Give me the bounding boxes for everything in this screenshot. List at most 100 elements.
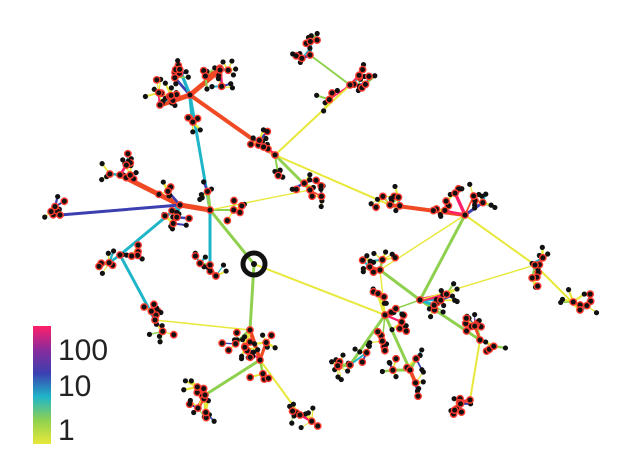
network-node bbox=[389, 251, 395, 257]
network-node bbox=[441, 206, 449, 215]
network-node bbox=[381, 311, 389, 319]
network-node bbox=[217, 82, 226, 91]
network-node bbox=[99, 161, 105, 167]
network-node bbox=[155, 190, 163, 199]
network-node bbox=[581, 291, 587, 297]
network-node bbox=[142, 93, 149, 100]
network-node bbox=[246, 140, 255, 149]
network-node bbox=[277, 167, 283, 173]
network-node bbox=[251, 341, 258, 347]
hub-edge bbox=[203, 358, 262, 397]
network-node bbox=[569, 298, 578, 306]
color-scale-bar bbox=[33, 326, 51, 444]
network-node bbox=[416, 296, 424, 304]
network-node bbox=[533, 282, 542, 291]
hub-edge bbox=[274, 154, 391, 206]
network-node bbox=[429, 206, 438, 215]
network-node bbox=[411, 378, 420, 387]
network-node bbox=[441, 302, 447, 309]
network-node bbox=[182, 378, 189, 384]
network-node bbox=[150, 300, 158, 309]
network-node bbox=[157, 339, 163, 345]
network-node bbox=[388, 195, 394, 201]
network-node bbox=[502, 345, 509, 351]
network-node bbox=[206, 261, 214, 269]
network-node bbox=[188, 378, 194, 384]
network-node bbox=[389, 327, 395, 333]
network-node bbox=[236, 208, 244, 217]
network-node bbox=[51, 202, 59, 211]
network-node bbox=[328, 89, 336, 97]
network-node bbox=[388, 366, 397, 375]
network-node bbox=[440, 309, 446, 315]
colorbar-tick-100: 100 bbox=[58, 334, 109, 367]
network-node bbox=[355, 71, 363, 80]
network-node bbox=[368, 201, 374, 207]
network-node bbox=[539, 244, 545, 250]
network-node bbox=[442, 197, 451, 205]
network-node bbox=[193, 383, 202, 391]
network-node bbox=[372, 73, 378, 79]
network-node bbox=[162, 80, 168, 86]
network-node bbox=[110, 248, 117, 254]
network-node bbox=[140, 303, 149, 311]
hub-edge bbox=[378, 268, 422, 302]
network-node bbox=[334, 87, 340, 94]
hub-edge bbox=[464, 214, 536, 266]
network-node bbox=[459, 186, 465, 192]
network-node bbox=[528, 273, 537, 282]
network-node bbox=[246, 353, 255, 362]
network-node bbox=[340, 352, 346, 358]
network-node bbox=[314, 30, 320, 37]
network-node bbox=[184, 113, 193, 122]
network-node bbox=[436, 296, 445, 305]
network-node bbox=[152, 75, 161, 84]
network-node bbox=[156, 333, 163, 339]
network-node bbox=[289, 420, 295, 426]
network-node bbox=[229, 58, 235, 64]
network-node bbox=[365, 342, 371, 348]
network-node bbox=[357, 349, 363, 355]
network-node bbox=[414, 392, 422, 401]
network-node bbox=[105, 250, 111, 256]
network-node bbox=[310, 405, 316, 411]
network-node bbox=[60, 197, 69, 206]
network-node bbox=[378, 255, 387, 264]
long-edge bbox=[274, 84, 351, 156]
network-node bbox=[307, 417, 316, 426]
network-node bbox=[172, 213, 181, 222]
network-node bbox=[202, 254, 208, 260]
root-node bbox=[240, 250, 268, 278]
network-nodes bbox=[42, 30, 600, 431]
network-node bbox=[538, 253, 547, 262]
network-node bbox=[467, 181, 473, 187]
network-node bbox=[161, 211, 169, 220]
network-node bbox=[451, 396, 457, 402]
network-node bbox=[462, 327, 471, 335]
network-node bbox=[230, 196, 238, 205]
network-node bbox=[218, 339, 227, 348]
network-node bbox=[204, 86, 210, 92]
network-node bbox=[267, 331, 276, 340]
network-node bbox=[361, 80, 370, 89]
long-edge bbox=[154, 319, 251, 331]
network-node bbox=[223, 216, 232, 225]
network-node bbox=[469, 192, 478, 200]
network-node bbox=[307, 45, 313, 51]
network-node bbox=[383, 300, 389, 306]
network-node bbox=[403, 323, 409, 329]
hub-edge bbox=[58, 203, 182, 217]
hub-edge bbox=[348, 313, 387, 367]
network-node bbox=[476, 336, 484, 344]
network-node bbox=[201, 179, 207, 185]
network-node bbox=[55, 193, 61, 200]
network-node bbox=[531, 261, 539, 269]
network-node bbox=[196, 259, 204, 268]
network-node bbox=[489, 342, 498, 351]
network-node bbox=[173, 81, 179, 87]
network-node bbox=[582, 301, 591, 310]
network-node bbox=[262, 338, 271, 347]
colorbar-tick-1: 1 bbox=[58, 414, 75, 447]
network-node bbox=[346, 81, 354, 89]
network-node bbox=[164, 187, 172, 196]
